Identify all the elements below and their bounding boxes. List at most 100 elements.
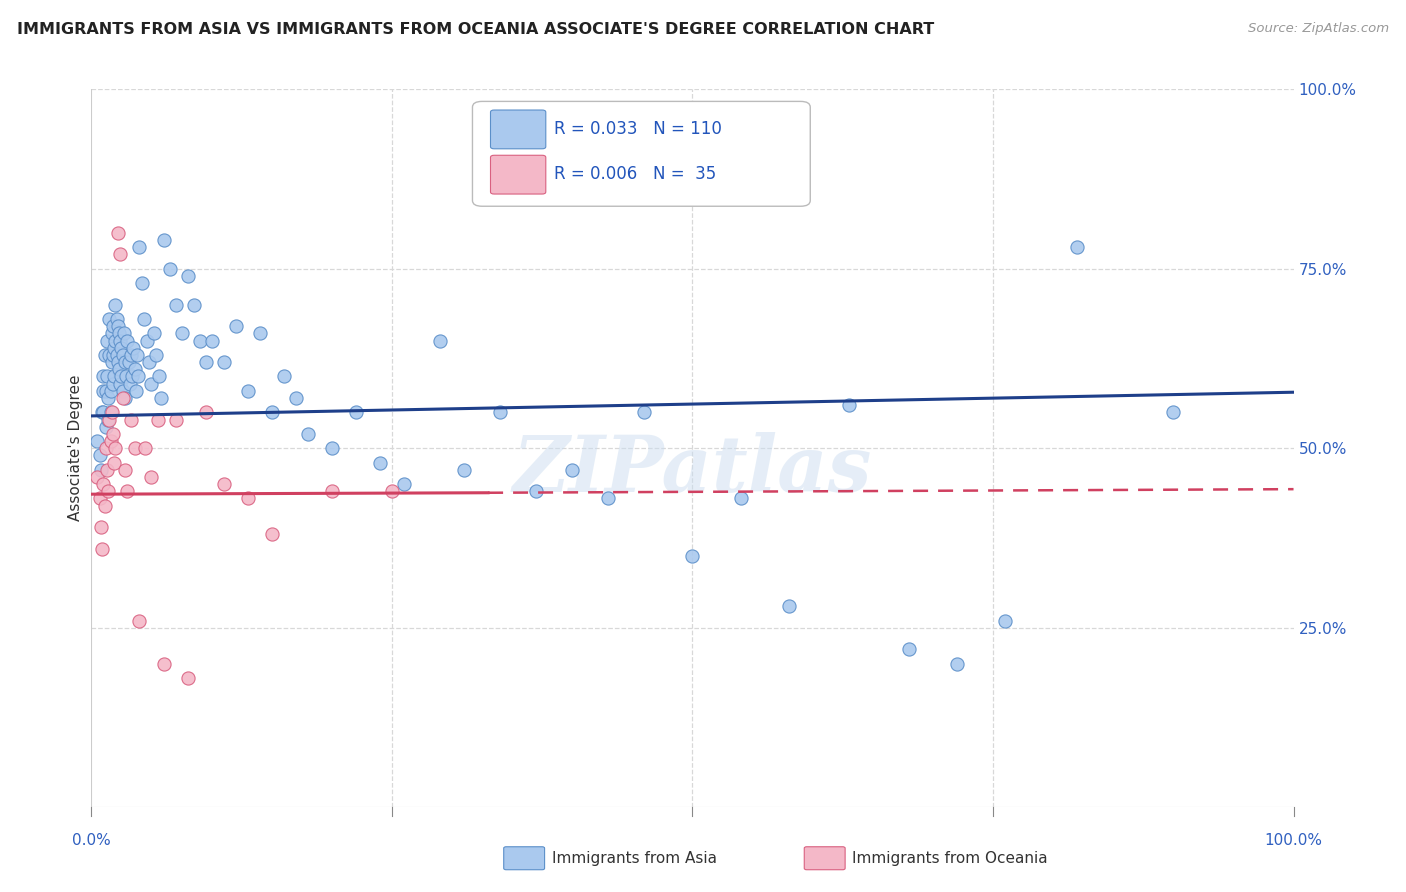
Point	[838, 398, 860, 412]
Point	[489, 405, 512, 419]
Point	[93, 477, 115, 491]
Point	[681, 549, 703, 563]
Point	[897, 642, 920, 657]
Text: R = 0.033   N = 110: R = 0.033 N = 110	[554, 120, 723, 137]
Point	[778, 599, 800, 614]
Point	[125, 384, 148, 398]
Point	[97, 484, 120, 499]
Point	[194, 405, 217, 419]
Point	[183, 298, 205, 312]
Point	[89, 449, 111, 463]
Point	[93, 384, 115, 398]
FancyBboxPatch shape	[491, 155, 546, 194]
Point	[93, 405, 115, 419]
Point	[321, 442, 343, 455]
Point	[1161, 405, 1184, 419]
Point	[103, 456, 125, 470]
Point	[110, 247, 132, 261]
Point	[994, 614, 1017, 628]
Point	[118, 355, 141, 369]
Point	[134, 312, 156, 326]
Point	[94, 442, 117, 455]
Point	[392, 477, 415, 491]
Point	[142, 326, 165, 341]
Point	[194, 355, 217, 369]
Point	[114, 463, 136, 477]
Point	[114, 355, 136, 369]
Y-axis label: Associate's Degree: Associate's Degree	[67, 375, 83, 522]
Point	[97, 391, 120, 405]
Point	[86, 470, 108, 484]
Point	[236, 491, 259, 506]
FancyBboxPatch shape	[491, 110, 546, 149]
Point	[145, 348, 167, 362]
Point	[98, 312, 121, 326]
Point	[104, 334, 127, 348]
Point	[344, 405, 367, 419]
Point	[165, 412, 187, 426]
Point	[120, 348, 142, 362]
Point	[152, 233, 174, 247]
Point	[150, 391, 173, 405]
Point	[101, 348, 124, 362]
Point	[141, 376, 163, 391]
Point	[107, 226, 129, 240]
Point	[98, 348, 121, 362]
Point	[138, 355, 160, 369]
Point	[96, 369, 118, 384]
Point	[141, 470, 163, 484]
Point	[110, 334, 132, 348]
Point	[107, 355, 129, 369]
Point	[86, 434, 108, 448]
Point	[103, 369, 125, 384]
Point	[201, 334, 224, 348]
Text: Source: ZipAtlas.com: Source: ZipAtlas.com	[1249, 22, 1389, 36]
Point	[110, 376, 132, 391]
Point	[104, 442, 127, 455]
Point	[297, 426, 319, 441]
Point	[152, 657, 174, 671]
Point	[108, 362, 131, 376]
Point	[321, 484, 343, 499]
Point	[105, 348, 128, 362]
Point	[148, 369, 170, 384]
Point	[429, 334, 451, 348]
Point	[111, 384, 134, 398]
FancyBboxPatch shape	[503, 847, 544, 870]
Point	[225, 319, 247, 334]
Text: R = 0.006   N =  35: R = 0.006 N = 35	[554, 165, 717, 183]
Point	[124, 362, 146, 376]
Text: 100.0%: 100.0%	[1264, 833, 1323, 847]
Point	[284, 391, 307, 405]
Point	[120, 412, 142, 426]
Point	[453, 463, 475, 477]
Point	[101, 405, 124, 419]
Point	[91, 405, 114, 419]
Point	[260, 527, 283, 541]
Point	[273, 369, 295, 384]
Point	[101, 319, 124, 334]
Point	[101, 426, 124, 441]
Point	[100, 384, 122, 398]
Text: Immigrants from Asia: Immigrants from Asia	[551, 852, 717, 866]
Point	[165, 298, 187, 312]
Point	[122, 341, 145, 355]
Point	[131, 276, 153, 290]
Text: IMMIGRANTS FROM ASIA VS IMMIGRANTS FROM OCEANIA ASSOCIATE'S DEGREE CORRELATION C: IMMIGRANTS FROM ASIA VS IMMIGRANTS FROM …	[17, 22, 934, 37]
Point	[97, 412, 120, 426]
Point	[135, 334, 157, 348]
Point	[98, 412, 121, 426]
Point	[633, 405, 655, 419]
Point	[111, 391, 134, 405]
Point	[381, 484, 404, 499]
Point	[115, 369, 138, 384]
Point	[93, 348, 115, 362]
Point	[93, 499, 115, 513]
Point	[730, 491, 752, 506]
Text: 0.0%: 0.0%	[72, 833, 111, 847]
Point	[598, 491, 620, 506]
Point	[159, 261, 181, 276]
Point	[93, 369, 115, 384]
Point	[101, 326, 124, 341]
Point	[96, 463, 118, 477]
